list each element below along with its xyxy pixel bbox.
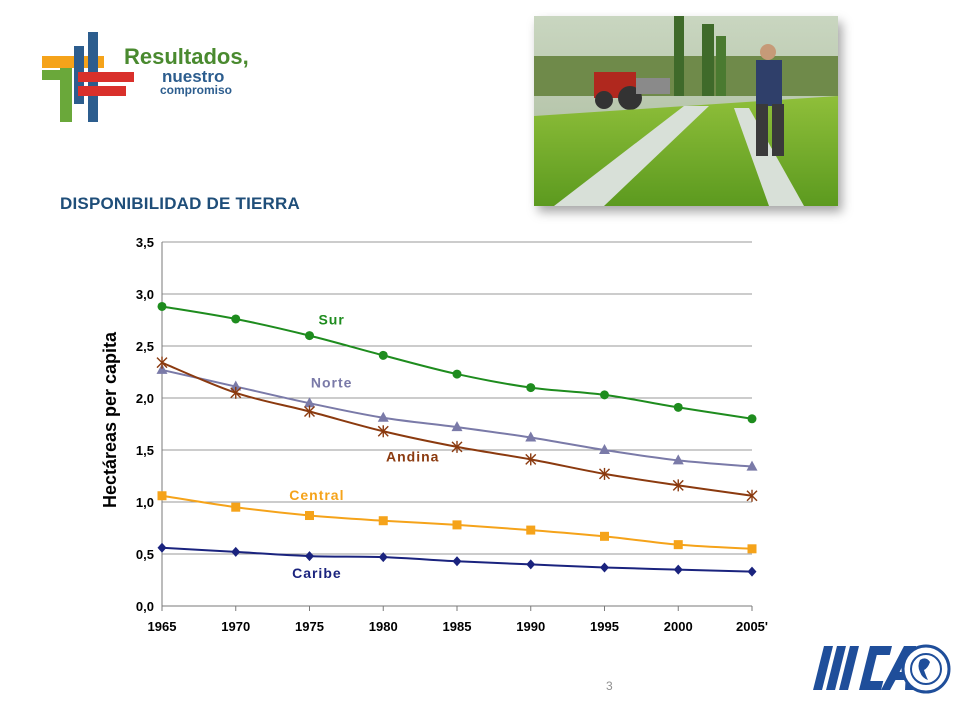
marker-norte — [156, 363, 168, 374]
y-tick-label: 1,0 — [136, 495, 154, 510]
y-tick-label: 3,0 — [136, 287, 154, 302]
resultados-logo: Resultados, nuestro compromiso — [38, 28, 268, 128]
x-tick-label: 1970 — [221, 619, 250, 634]
x-tick-label: 1990 — [516, 619, 545, 634]
y-tick-label: 0,5 — [136, 547, 154, 562]
x-tick-label: 2005' — [736, 619, 768, 634]
marker-andina — [525, 453, 537, 466]
series-label-central: Central — [289, 487, 344, 503]
marker-andina — [672, 479, 684, 492]
x-tick-label: 1965 — [148, 619, 177, 634]
chart-grid — [162, 241, 752, 555]
marker-central — [305, 511, 314, 521]
marker-caribe — [673, 564, 683, 575]
marker-central — [452, 520, 462, 530]
x-tick-label: 1975 — [295, 619, 324, 634]
marker-norte — [304, 397, 315, 408]
marker-sur — [747, 414, 757, 424]
marker-norte — [451, 421, 463, 432]
farm-photo-icon — [534, 16, 838, 206]
marker-norte — [672, 454, 684, 465]
marker-central — [747, 544, 757, 554]
marker-central — [673, 540, 683, 550]
marker-norte — [230, 380, 242, 391]
marker-caribe — [231, 546, 241, 557]
marker-central — [600, 531, 609, 541]
logo-text-line1: Resultados, — [124, 44, 249, 69]
y-tick-label: 0,0 — [136, 599, 154, 614]
marker-andina — [746, 489, 758, 502]
series-labels: Sur Norte Andina Central Caribe — [289, 312, 439, 582]
x-tick-label: 1985 — [443, 619, 472, 634]
logo-text-line2: nuestro — [162, 67, 225, 86]
marker-norte — [525, 431, 537, 442]
series-label-caribe: Caribe — [292, 565, 342, 581]
x-tick-label: 1995 — [590, 619, 619, 634]
x-tick-label: 1980 — [369, 619, 398, 634]
marker-sur — [452, 369, 462, 379]
marker-caribe — [157, 542, 167, 553]
x-tick-labels: 1965 1970 1975 1980 1985 1990 1995 2000 2005' — [148, 619, 768, 634]
land-availability-chart: 0,0 0,5 1,0 1,5 2,0 2,5 3,0 3,5 1965 1970 1975 198… — [92, 230, 782, 640]
marker-andina — [599, 467, 610, 480]
marker-norte — [377, 411, 389, 422]
marker-norte — [746, 460, 758, 471]
farm-field-photo — [534, 16, 838, 206]
iica-emblem-icon — [813, 644, 951, 694]
page-number: 3 — [606, 679, 613, 693]
marker-sur — [600, 390, 609, 400]
section-title: DISPONIBILIDAD DE TIERRA — [60, 194, 300, 213]
marker-sur — [526, 383, 536, 393]
marker-andina — [230, 386, 242, 399]
marker-central — [231, 502, 241, 512]
y-tick-label: 1,5 — [136, 443, 154, 458]
marker-norte — [599, 444, 610, 454]
marker-andina — [156, 356, 168, 369]
logo-text-line3: compromiso — [160, 83, 233, 97]
marker-caribe — [305, 551, 314, 562]
y-tick-label: 2,0 — [136, 391, 154, 406]
marker-sur — [157, 301, 167, 311]
marker-sur — [305, 331, 314, 341]
marker-sur — [673, 402, 683, 412]
marker-caribe — [600, 562, 609, 573]
marker-andina — [304, 405, 315, 418]
x-tick-label: 2000 — [664, 619, 693, 634]
marker-central — [526, 525, 536, 535]
y-tick-label: 2,5 — [136, 339, 154, 354]
marker-caribe — [526, 559, 536, 570]
y-tick-label: 3,5 — [136, 235, 154, 250]
marker-andina — [377, 425, 389, 438]
iica-logo — [808, 638, 954, 700]
y-tick-labels: 0,0 0,5 1,0 1,5 2,0 2,5 3,0 3,5 — [136, 235, 154, 614]
marker-sur — [231, 314, 241, 324]
marker-caribe — [452, 556, 462, 567]
marker-caribe — [378, 552, 388, 563]
marker-sur — [378, 350, 388, 360]
series-markers — [156, 301, 758, 577]
marker-caribe — [747, 566, 757, 577]
marker-central — [157, 491, 167, 501]
marker-andina — [451, 440, 463, 453]
y-axis-label: Hectáreas per capita — [100, 331, 120, 508]
series-label-norte: Norte — [311, 375, 353, 391]
logo-mark-icon — [42, 32, 134, 122]
series-label-andina: Andina — [386, 449, 439, 465]
marker-central — [378, 516, 388, 526]
series-label-sur: Sur — [318, 312, 344, 328]
